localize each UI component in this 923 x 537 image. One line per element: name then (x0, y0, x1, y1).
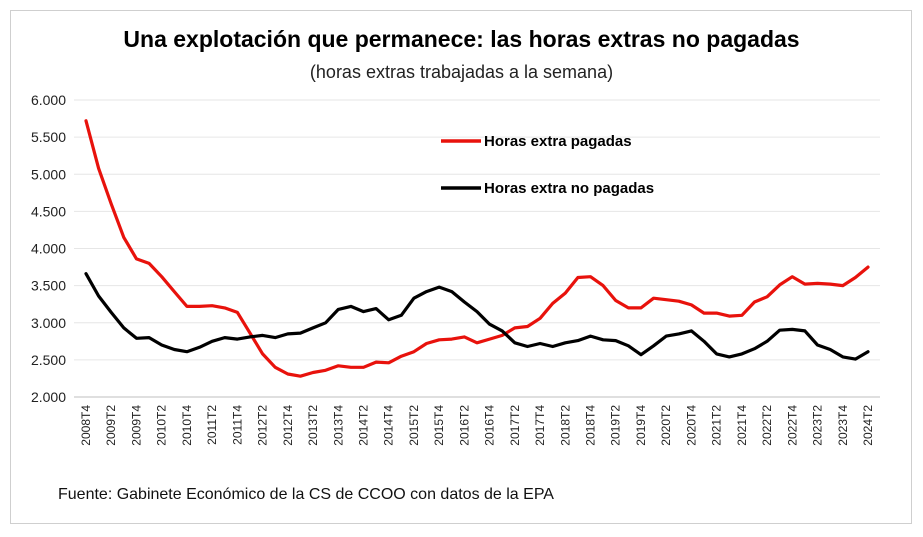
gridlines (74, 99, 880, 398)
chart-source: Fuente: Gabinete Económico de la CS de C… (58, 486, 554, 503)
series-line-1 (84, 119, 870, 378)
legend-label: Horas extra pagadas (484, 133, 632, 150)
x-tick-label: 2013T2 (306, 405, 320, 446)
y-tick-label: 5.000 (31, 166, 66, 182)
x-tick-label: 2016T2 (457, 405, 471, 446)
x-tick-label: 2011T4 (230, 405, 244, 445)
x-tick-label: 2017T2 (508, 405, 522, 446)
legend: Horas extra pagadas Horas extra no pagada… (441, 133, 654, 197)
x-tick-label: 2015T2 (407, 405, 421, 446)
series-line-2 (84, 272, 870, 361)
x-tick-label: 2023T2 (811, 405, 825, 446)
x-tick-label: 2014T2 (356, 405, 370, 446)
y-tick-label: 5.500 (31, 129, 66, 145)
y-axis: 2.000 2.500 3.000 3.500 4.000 4.500 5.000 5.500… (31, 92, 880, 405)
x-tick-label: 2008T4 (79, 405, 93, 446)
x-tick-label: 2024T2 (861, 405, 875, 446)
x-tick-label: 2012T2 (256, 405, 270, 446)
x-tick-label: 2017T4 (533, 405, 547, 446)
x-tick-label: 2018T2 (558, 405, 572, 446)
y-tick-label: 2.000 (31, 389, 66, 405)
x-tick-label: 2019T4 (634, 405, 648, 446)
x-tick-label: 2010T2 (155, 405, 169, 446)
x-tick-label: 2021T2 (710, 405, 724, 446)
y-tick-label: 3.000 (31, 315, 66, 331)
x-tick-label: 2021T4 (735, 405, 749, 446)
y-tick-label: 4.000 (31, 241, 66, 257)
x-tick-label: 2023T4 (836, 405, 850, 446)
x-tick-label: 2016T4 (483, 405, 497, 446)
x-axis: 2008T4 2009T2 2009T4 2010T2 2010T4 2011T2 2011… (79, 405, 875, 446)
x-tick-label: 2022T2 (760, 405, 774, 446)
x-tick-label: 2012T4 (281, 405, 295, 446)
x-tick-label: 2011T2 (205, 405, 219, 445)
x-tick-label: 2022T4 (785, 405, 799, 446)
x-tick-label: 2014T4 (382, 405, 396, 446)
x-tick-label: 2009T2 (104, 405, 118, 446)
chart-frame (10, 10, 912, 524)
x-tick-label: 2015T4 (432, 405, 446, 446)
x-tick-label: 2019T2 (609, 405, 623, 446)
chart-title: Una explotación que permanece: las horas… (123, 26, 800, 52)
x-tick-label: 2020T2 (659, 405, 673, 446)
y-tick-label: 2.500 (31, 352, 66, 368)
x-tick-label: 2013T4 (331, 405, 345, 446)
x-tick-label: 2020T4 (684, 405, 698, 446)
series-lines (84, 119, 870, 378)
x-tick-label: 2010T4 (180, 405, 194, 446)
y-tick-label: 6.000 (31, 92, 66, 108)
y-tick-label: 3.500 (31, 278, 66, 294)
y-tick-label: 4.500 (31, 203, 66, 219)
x-tick-label: 2018T4 (584, 405, 598, 446)
chart-subtitle: (horas extras trabajadas a la semana) (309, 62, 614, 82)
legend-label: Horas extra no pagadas (484, 180, 654, 197)
x-tick-label: 2009T4 (129, 405, 143, 446)
